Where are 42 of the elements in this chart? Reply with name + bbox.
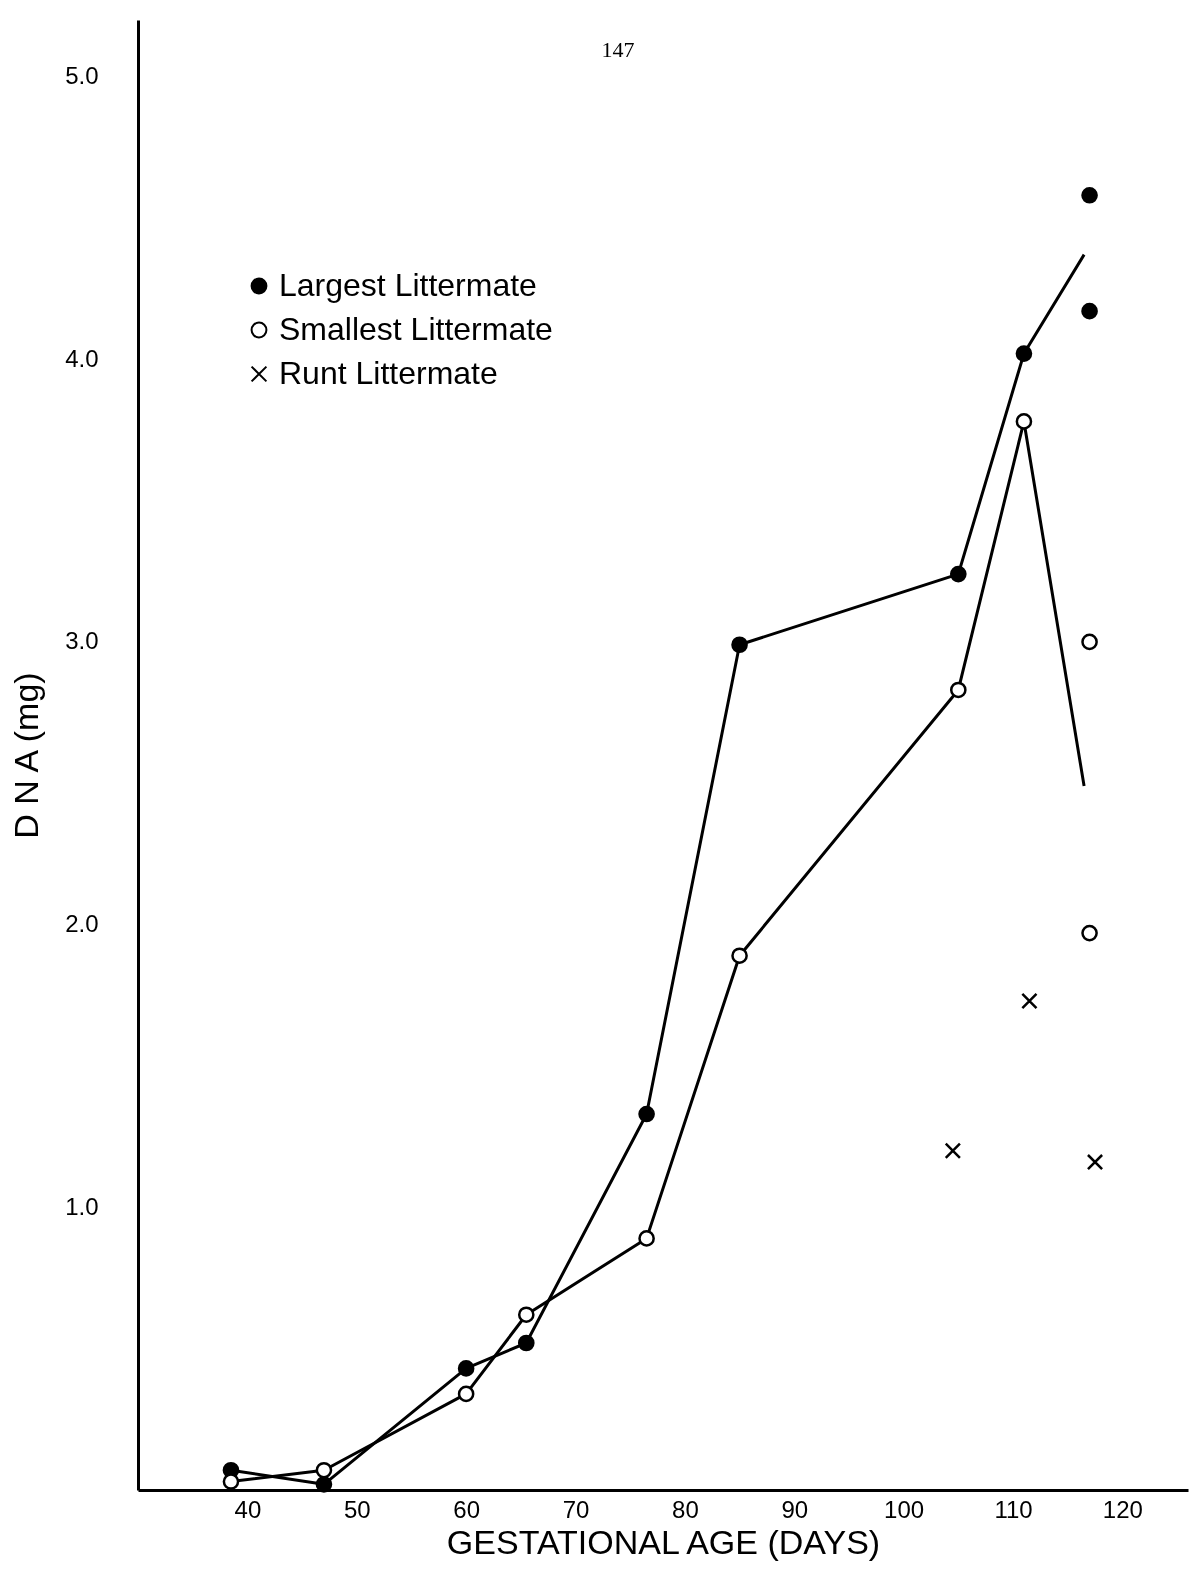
point — [1015, 413, 1033, 430]
x-tick-label: 110 — [994, 1495, 1033, 1523]
point — [1081, 633, 1098, 651]
y-axis-title: D N A (mg) — [7, 672, 46, 839]
y-tick-label: 3.0 — [65, 627, 99, 655]
point — [1086, 1153, 1104, 1171]
point — [1081, 302, 1098, 320]
y-tick-label: 5.0 — [65, 62, 99, 90]
x-tick-label: 80 — [672, 1495, 699, 1523]
y-tick-label: 4.0 — [65, 344, 99, 372]
point — [1015, 345, 1033, 362]
point — [457, 1360, 475, 1377]
point — [949, 565, 967, 583]
y-tick-label: 2.0 — [65, 910, 99, 938]
point — [731, 636, 748, 654]
point — [517, 1306, 535, 1324]
point — [222, 1473, 240, 1490]
x-tick-label: 120 — [1102, 1495, 1143, 1523]
point — [731, 947, 748, 965]
legend-label: Runt Littermate — [279, 355, 498, 391]
x-tick-label: 90 — [781, 1495, 809, 1523]
legend-label: Largest Littermate — [279, 267, 537, 303]
x-tick-label: 40 — [234, 1495, 262, 1523]
point — [315, 1476, 333, 1493]
x-axis-title: GESTATIONAL AGE (DAYS) — [446, 1522, 881, 1561]
point — [949, 681, 967, 699]
point — [315, 1461, 333, 1479]
point — [638, 1230, 655, 1247]
point — [944, 1142, 962, 1160]
x-tick-label: 100 — [884, 1495, 925, 1523]
point — [1081, 924, 1098, 942]
x-tick-label: 70 — [562, 1495, 590, 1523]
legend-label: Smallest Littermate — [279, 311, 553, 347]
annotation: 147 — [601, 37, 635, 62]
x-tick-label: 50 — [343, 1495, 371, 1523]
x-tick-label: 60 — [453, 1495, 480, 1523]
point — [517, 1334, 535, 1352]
point — [638, 1105, 655, 1123]
point — [1081, 186, 1098, 204]
point — [457, 1385, 475, 1403]
point — [1021, 992, 1038, 1010]
y-tick-label: 1.0 — [65, 1192, 99, 1220]
